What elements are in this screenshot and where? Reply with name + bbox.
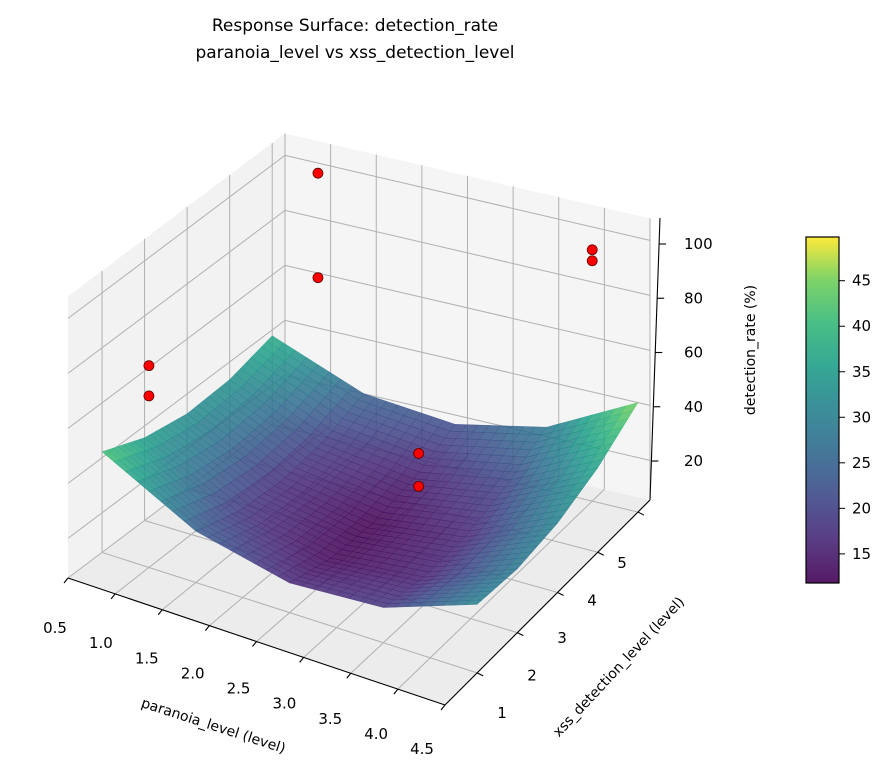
scatter-points xyxy=(143,167,598,492)
y-tick xyxy=(476,672,484,677)
gridline-z xyxy=(67,155,286,319)
y-tick-label: 4 xyxy=(587,592,597,610)
chart-title: Response Surface: detection_rate xyxy=(212,16,498,36)
x-tick xyxy=(110,593,116,600)
x-tick xyxy=(346,672,352,679)
x-tick xyxy=(63,577,69,584)
x-axis-label: paranoia_level (level) xyxy=(139,695,287,757)
x-tick-label: 2.5 xyxy=(227,680,251,698)
data-point xyxy=(143,390,155,402)
z-tick-label: 40 xyxy=(684,398,703,416)
gridline-z xyxy=(67,265,286,429)
data-point xyxy=(413,447,425,459)
y-tick-label: 1 xyxy=(497,704,507,722)
y-tick-label: 5 xyxy=(617,554,627,572)
z-tick-label: 80 xyxy=(684,289,703,307)
x-tick-label: 0.5 xyxy=(43,619,67,637)
data-point xyxy=(312,167,324,179)
colorbar: 15 20 25 30 35 40 45 xyxy=(805,236,871,584)
surface-mesh xyxy=(101,335,639,608)
data-point xyxy=(586,244,598,256)
colorbar-tick-label: 15 xyxy=(852,545,871,563)
x-tick-label: 4.0 xyxy=(364,725,388,743)
x-tick xyxy=(440,704,446,711)
z-axis-line xyxy=(649,217,661,501)
gridline-z xyxy=(67,320,286,484)
colorbar-tick-label: 35 xyxy=(852,363,871,381)
data-point xyxy=(413,480,425,492)
gridline-z xyxy=(284,264,651,351)
colorbar-gradient xyxy=(805,236,840,584)
colorbar-tick-label: 30 xyxy=(852,408,871,426)
x-tick xyxy=(393,688,399,695)
x-tick-label: 3.0 xyxy=(272,695,296,713)
gridline-y xyxy=(101,551,478,674)
x-tick-label: 3.5 xyxy=(318,710,342,728)
z-tick-label: 100 xyxy=(684,235,713,253)
y-axis-label: xss_detection_level (level) xyxy=(550,594,688,740)
data-point xyxy=(312,272,324,284)
data-point xyxy=(586,255,598,267)
x-tick-label: 2.0 xyxy=(181,664,205,682)
axis-lines xyxy=(63,217,667,711)
x-tick xyxy=(204,625,210,631)
chart-subtitle: paranoia_level vs xss_detection_level xyxy=(195,43,514,63)
z-axis-label: detection_rate (%) xyxy=(743,285,759,415)
colorbar-tick-label: 25 xyxy=(852,454,871,472)
z-tick-label: 20 xyxy=(684,452,703,470)
y-tick xyxy=(557,591,564,596)
gridline-z xyxy=(284,154,651,241)
colorbar-tick-label: 40 xyxy=(852,317,871,335)
y-tick xyxy=(597,551,604,556)
x-tick-label: 4.5 xyxy=(410,740,434,758)
surface-patch xyxy=(464,599,483,605)
colorbar-tick-label: 45 xyxy=(852,272,871,290)
y-tick xyxy=(517,632,524,637)
colorbar-ticks: 15 20 25 30 35 40 45 xyxy=(839,272,871,563)
y-axis-line xyxy=(444,499,651,706)
x-tick xyxy=(157,609,163,616)
data-point xyxy=(143,360,155,372)
gridline-z xyxy=(284,209,651,296)
x-tick-label: 1.5 xyxy=(135,649,159,667)
y-tick xyxy=(637,511,645,516)
y-tick-label: 2 xyxy=(527,667,537,685)
gridline-z xyxy=(284,319,651,406)
gridline-x xyxy=(397,489,605,690)
colorbar-tick-label: 20 xyxy=(852,499,871,517)
gridline-z xyxy=(67,210,286,374)
y-tick-label: 3 xyxy=(557,629,567,647)
x-tick-label: 1.0 xyxy=(89,634,113,652)
x-tick xyxy=(299,657,305,663)
z-tick-label: 60 xyxy=(684,344,703,362)
tick-labels: 0.5 1.0 1.5 2.0 2.5 3.0 3.5 4.0 4.5 1 2 3 4 5 20 40 60 80… xyxy=(43,235,713,758)
x-tick xyxy=(252,641,257,647)
